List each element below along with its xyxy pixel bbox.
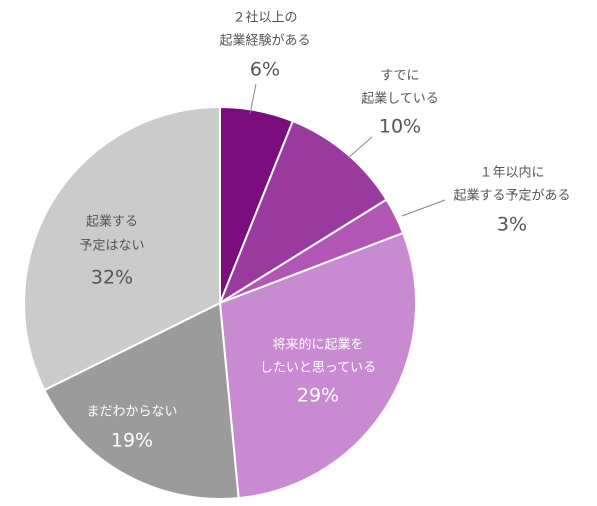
slice-label: 将来的に起業を bbox=[272, 337, 363, 353]
leader-line bbox=[401, 199, 446, 217]
pie-slice bbox=[43, 301, 240, 500]
value-label: 32% bbox=[91, 267, 133, 289]
pie-slice bbox=[23, 105, 221, 392]
pie-slice bbox=[218, 231, 417, 500]
leader-line bbox=[347, 136, 373, 159]
slice-label: したいと思っている bbox=[260, 361, 376, 376]
slice-label: 起業する bbox=[86, 214, 138, 230]
slice-label: 起業している bbox=[361, 91, 439, 107]
slice-label: 予定はない bbox=[79, 239, 144, 254]
pie-slice bbox=[217, 119, 388, 306]
value-label: 29% bbox=[297, 385, 339, 407]
slice-label: ２社以上の bbox=[232, 10, 297, 26]
value-label: 3% bbox=[497, 214, 527, 236]
slice-label: 起業する予定がある bbox=[453, 188, 570, 204]
leader-line bbox=[249, 83, 257, 115]
value-label: 6% bbox=[250, 59, 280, 81]
slice-label: まだわからない bbox=[86, 405, 177, 420]
slice-label: 起業経験がある bbox=[219, 33, 310, 49]
slice-label: すでに bbox=[380, 69, 419, 84]
value-label: 19% bbox=[111, 430, 153, 452]
slice-label: １年以内に bbox=[479, 165, 544, 181]
value-label: 10% bbox=[379, 116, 421, 138]
